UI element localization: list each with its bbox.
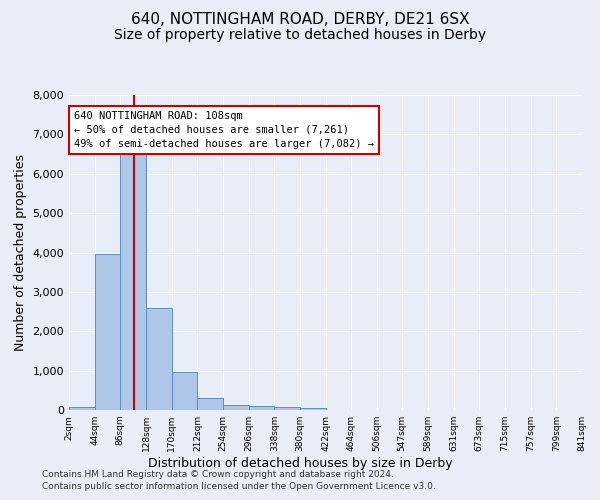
Bar — [249, 406, 274, 410]
Text: Size of property relative to detached houses in Derby: Size of property relative to detached ho… — [114, 28, 486, 42]
Bar — [197, 398, 223, 410]
Bar — [146, 308, 172, 410]
Bar — [274, 407, 300, 410]
Text: Distribution of detached houses by size in Derby: Distribution of detached houses by size … — [148, 458, 452, 470]
Bar — [223, 405, 249, 410]
Bar — [95, 254, 121, 410]
Text: Contains HM Land Registry data © Crown copyright and database right 2024.: Contains HM Land Registry data © Crown c… — [42, 470, 394, 479]
Bar — [69, 407, 95, 410]
Bar — [300, 408, 326, 410]
Text: Contains public sector information licensed under the Open Government Licence v3: Contains public sector information licen… — [42, 482, 436, 491]
Bar — [121, 152, 146, 410]
Text: 640 NOTTINGHAM ROAD: 108sqm
← 50% of detached houses are smaller (7,261)
49% of : 640 NOTTINGHAM ROAD: 108sqm ← 50% of det… — [74, 111, 374, 149]
Y-axis label: Number of detached properties: Number of detached properties — [14, 154, 27, 351]
Text: 640, NOTTINGHAM ROAD, DERBY, DE21 6SX: 640, NOTTINGHAM ROAD, DERBY, DE21 6SX — [131, 12, 469, 28]
Bar — [172, 372, 197, 410]
